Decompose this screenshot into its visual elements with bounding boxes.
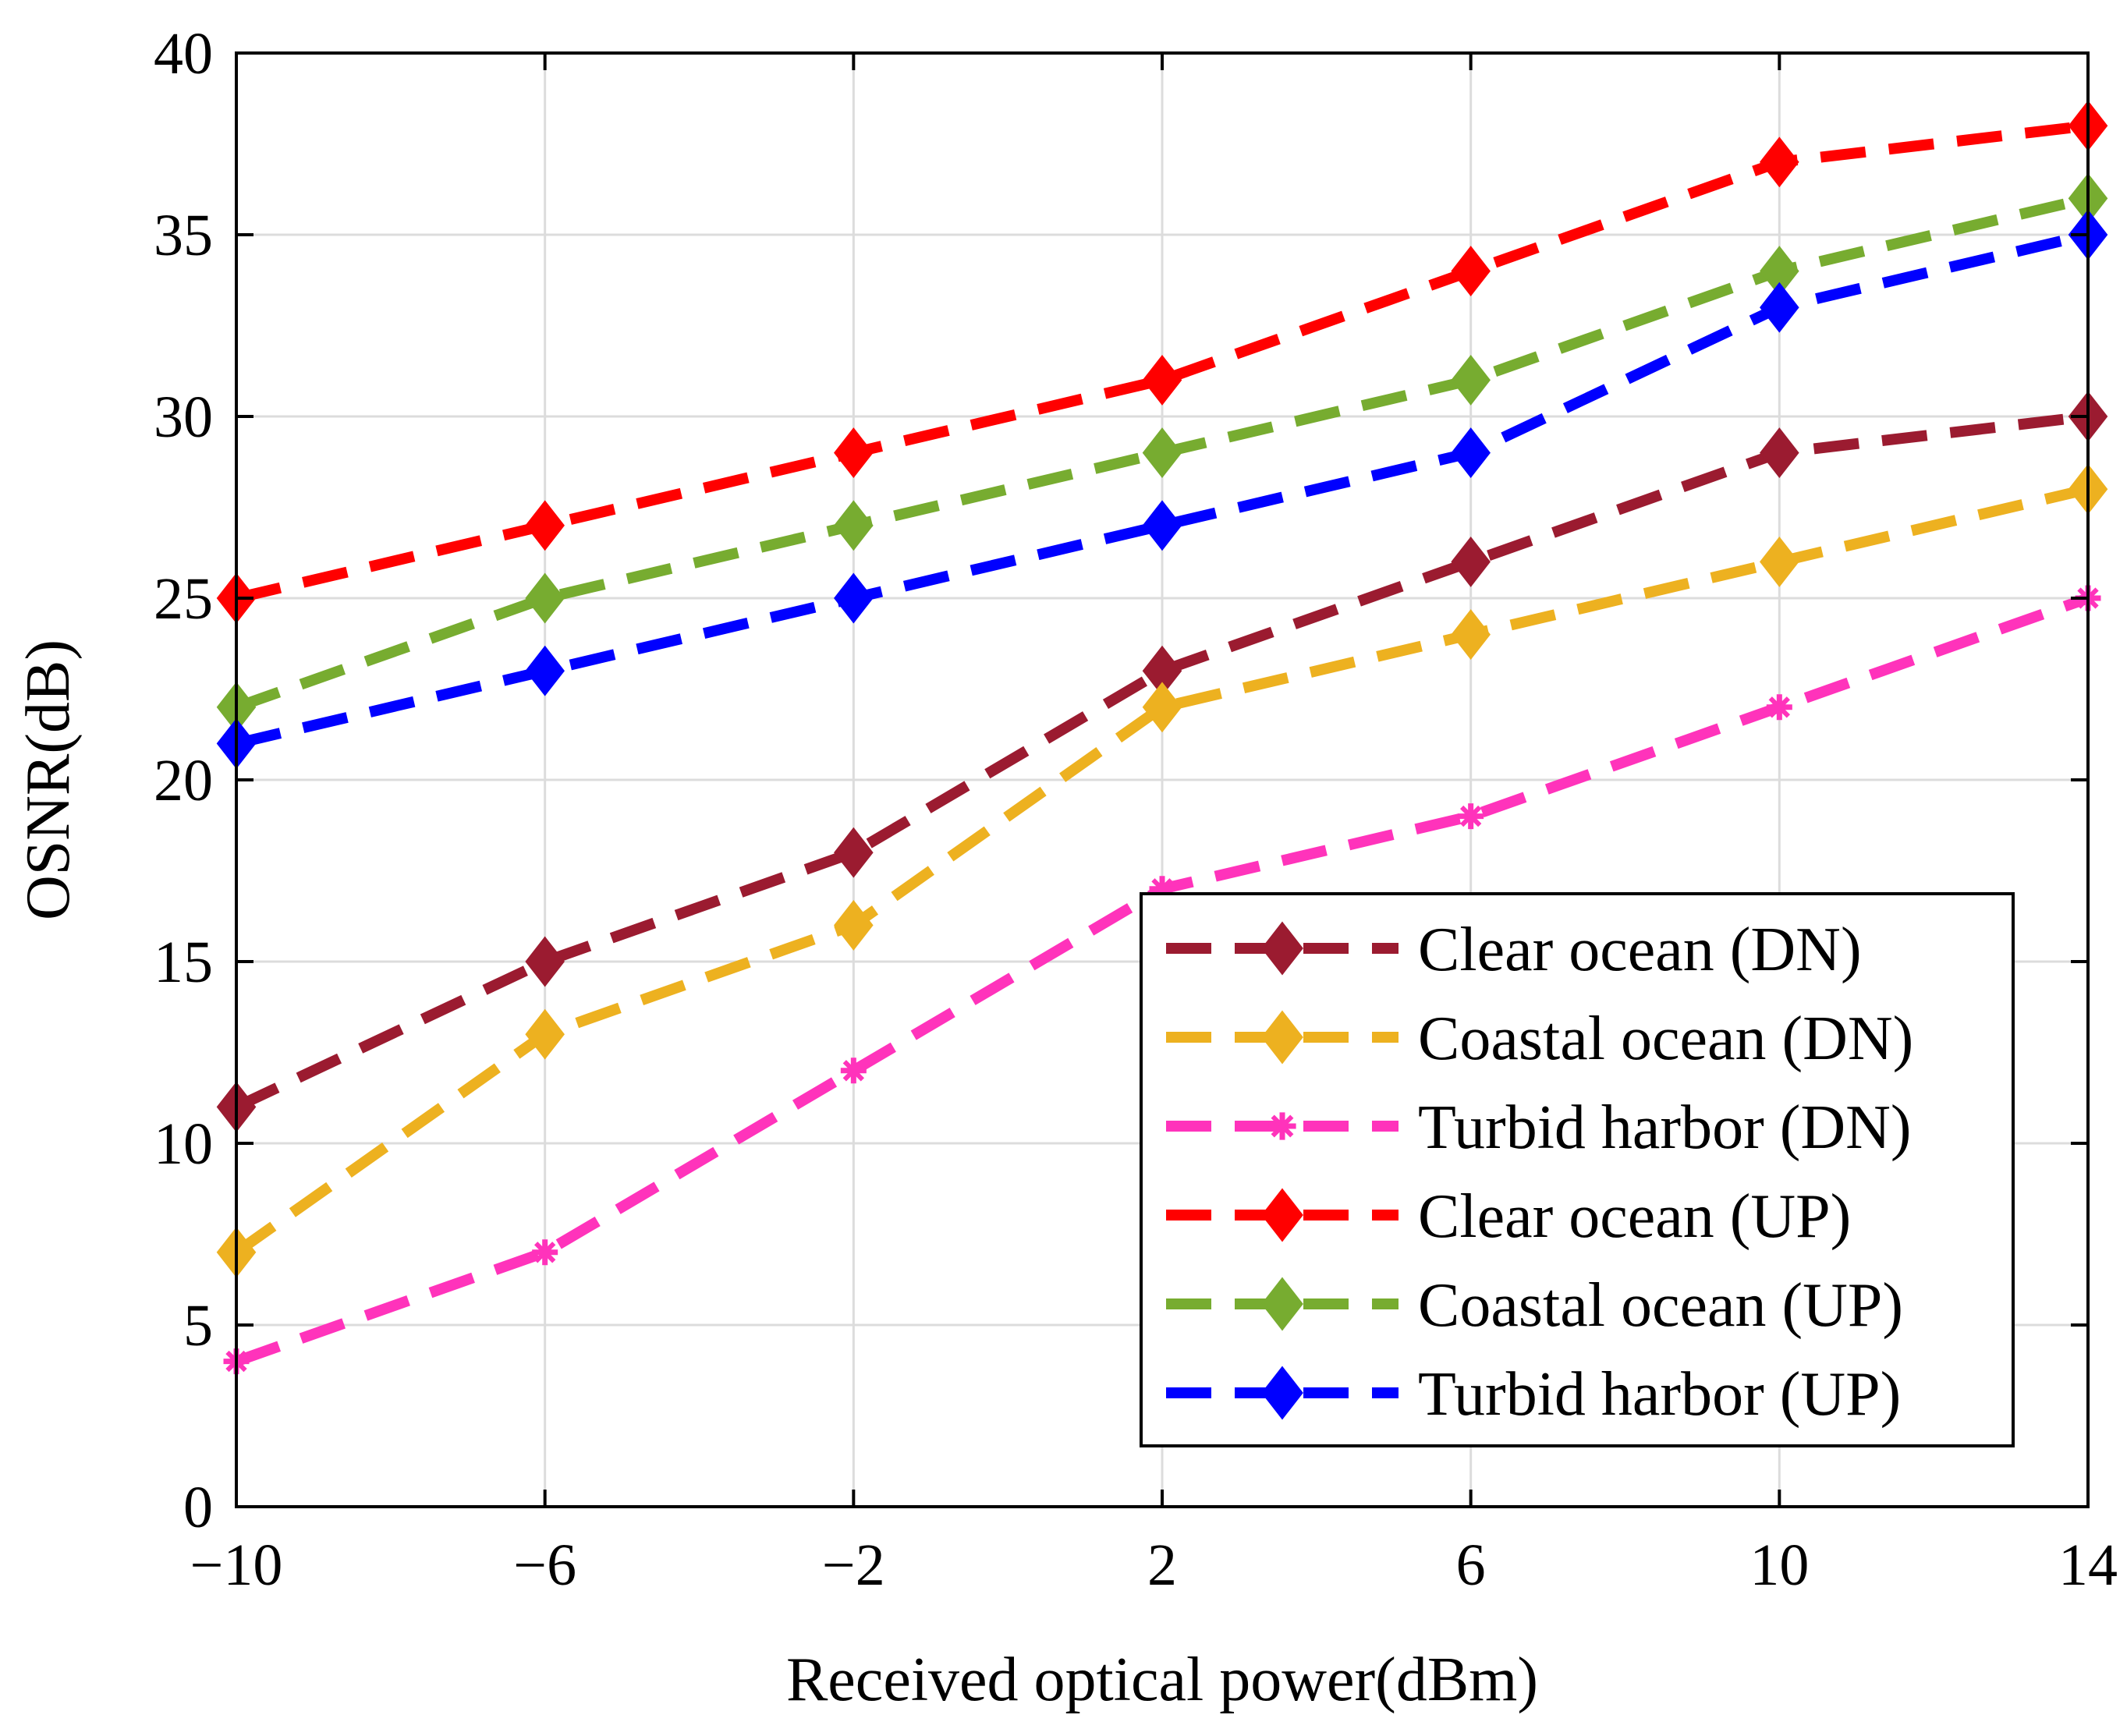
data-point [525,500,565,551]
y-tick-label: 15 [154,930,213,995]
series-lines [216,100,2108,1375]
x-tick-label: 2 [1147,1532,1177,1598]
legend-label: Coastal ocean (DN) [1418,1004,1913,1073]
legend-swatch-marker [1261,1188,1303,1242]
legend-entry: Turbid harbor (UP) [1166,1360,1901,1429]
data-point [1760,536,1799,587]
data-point [840,1058,867,1084]
legend-swatch-marker [1268,1112,1296,1140]
legend-swatch-marker [1261,921,1303,976]
data-point [525,645,565,696]
legend-swatch-marker [1261,1010,1303,1065]
tick-labels: −10 −6 −2 2 6 10 14 0 5 10 15 20 25 30 35 40 [154,21,2118,1598]
data-point [834,827,874,878]
legend-label: Clear ocean (DN) [1418,916,1862,984]
legend-entry: Coastal ocean (DN) [1166,1004,1913,1073]
y-tick-label: 20 [154,748,213,813]
y-tick-label: 5 [183,1293,213,1359]
x-tick-label: −2 [822,1532,885,1598]
data-point [834,572,874,624]
legend-box [1140,892,2015,1447]
data-point [1451,427,1491,479]
data-point [1760,282,1799,333]
y-tick-label: 30 [154,384,213,450]
y-tick-label: 10 [154,1111,213,1177]
data-point [1766,694,1792,721]
x-axis-title: Received optical power(dBm) [786,1646,1538,1714]
legend-label: Turbid harbor (DN) [1418,1093,1912,1162]
y-tick-label: 25 [154,566,213,632]
data-point [1458,803,1484,830]
series-2 [216,463,2108,1278]
data-point [1451,609,1491,661]
y-tick-label: 35 [154,203,213,268]
x-tick-label: −6 [513,1532,576,1598]
data-point [525,1008,565,1060]
legend-swatch-marker [1261,1277,1303,1331]
data-point [834,500,874,551]
data-point [1451,246,1491,297]
y-tick-label: 40 [154,21,213,87]
data-point [834,899,874,951]
y-axis-title: OSNR(dB) [14,639,83,920]
legend-swatch-marker [1261,1366,1303,1420]
data-point [532,1239,558,1266]
legend-label: Turbid harbor (UP) [1418,1360,1901,1429]
x-tick-label: −10 [190,1532,283,1598]
x-tick-label: 6 [1456,1532,1486,1598]
data-point [1142,500,1182,551]
axes [235,51,2090,1508]
data-point [834,427,874,479]
data-point [1451,354,1491,406]
legend-entry: Coastal ocean (UP) [1166,1271,1903,1340]
legend-entry: Clear ocean (UP) [1166,1182,1851,1251]
series-6 [216,209,2108,769]
data-point [1142,354,1182,406]
legend-entry: Turbid harbor (DN) [1166,1093,1912,1162]
data-point [1451,536,1491,587]
series-4 [216,100,2108,624]
data-point [1760,136,1799,188]
legend: Clear ocean (DN) Coastal ocean (DN) Turbid… [1140,892,2015,1447]
data-point [1142,682,1182,733]
x-tick-label: 10 [1749,1532,1809,1598]
data-point [525,936,565,987]
data-point [525,572,565,624]
legend-entry: Clear ocean (DN) [1166,916,1862,984]
legend-label: Clear ocean (UP) [1418,1182,1851,1251]
x-tick-label: 14 [2058,1532,2118,1598]
y-tick-label: 0 [183,1475,213,1540]
legend-label: Coastal ocean (UP) [1418,1271,1903,1340]
data-point [1760,427,1799,479]
data-point [1142,427,1182,479]
